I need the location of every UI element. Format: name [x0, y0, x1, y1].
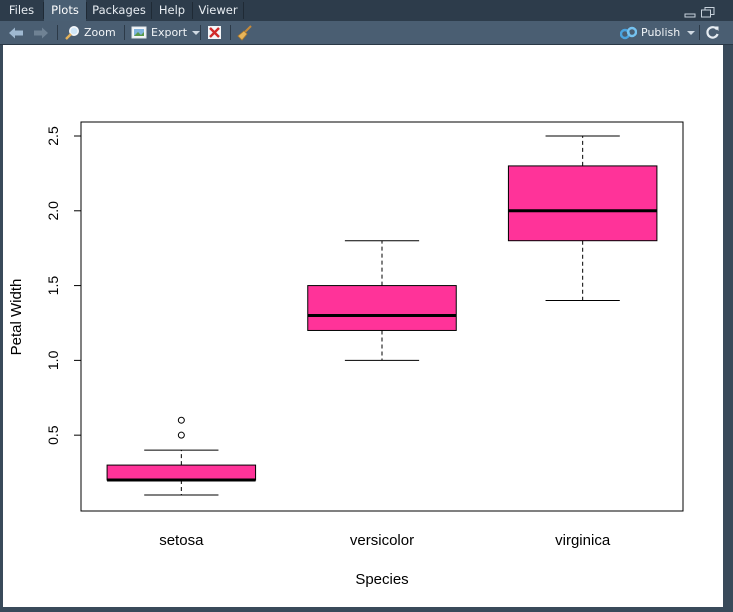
back-button[interactable] — [8, 21, 24, 44]
boxplot-chart: 0.5 1.0 1.5 2.0 2.5 setosa versicolor virginic… — [8, 121, 684, 588]
toolbar-divider — [200, 25, 201, 40]
chevron-down-icon — [192, 30, 201, 35]
tab-divider — [86, 2, 87, 19]
y-tick-label: 1.0 — [45, 350, 61, 370]
remove-plot-icon — [208, 26, 221, 39]
plot-viewer: 0.5 1.0 1.5 2.0 2.5 setosa versicolor virginic… — [3, 45, 723, 607]
box-iqr — [507, 165, 658, 242]
tab-help[interactable]: Help — [158, 3, 186, 17]
box-iqr — [106, 464, 257, 481]
x-tick-label: virginica — [555, 532, 611, 549]
box-versicolor — [307, 240, 457, 361]
y-tick-label: 1.5 — [45, 276, 61, 296]
zoom-label: Zoom — [84, 26, 116, 39]
clear-plots-button[interactable] — [237, 21, 253, 44]
maximize-icon[interactable] — [701, 5, 715, 18]
x-tick-label: setosa — [159, 532, 204, 549]
publish-button[interactable]: Publish — [620, 21, 696, 44]
tab-divider — [192, 2, 193, 19]
tab-files[interactable]: Files — [8, 3, 35, 17]
refresh-button[interactable] — [705, 21, 720, 44]
export-image-icon — [131, 26, 147, 38]
x-tick-label: versicolor — [350, 532, 414, 549]
broom-icon — [237, 24, 252, 41]
chevron-down-icon — [687, 30, 696, 35]
toolbar-divider — [57, 25, 58, 40]
x-axis: setosa versicolor virginica — [159, 532, 611, 549]
y-axis: 0.5 1.0 1.5 2.0 2.5 — [45, 126, 82, 445]
tab-divider — [243, 2, 244, 19]
refresh-icon — [706, 26, 719, 39]
toolbar-divider — [230, 25, 231, 40]
y-tick-label: 2.0 — [45, 201, 61, 221]
tab-divider — [43, 2, 44, 19]
plots-toolbar: Zoom Export Publish — [0, 21, 733, 45]
box-virginica — [507, 135, 658, 302]
box-series — [106, 135, 658, 496]
arrow-right-icon — [34, 27, 48, 38]
publish-label: Publish — [641, 26, 681, 39]
tab-packages[interactable]: Packages — [92, 3, 146, 17]
minimize-icon[interactable] — [684, 5, 696, 18]
arrow-left-icon — [9, 27, 23, 38]
outlier-point — [177, 416, 185, 424]
toolbar-divider — [124, 25, 125, 40]
export-menu-button[interactable]: Export — [131, 21, 201, 44]
toolbar-divider — [699, 25, 700, 40]
tab-plots[interactable]: Plots — [44, 0, 86, 21]
forward-button[interactable] — [33, 21, 49, 44]
box-iqr — [307, 285, 457, 331]
remove-plot-button[interactable] — [207, 21, 223, 44]
y-tick-label: 0.5 — [45, 425, 61, 445]
outlier-point — [177, 431, 185, 439]
pane-tab-bar: Files Plots Packages Help Viewer — [0, 0, 733, 21]
publish-icon — [620, 26, 637, 39]
tab-divider — [151, 2, 152, 19]
export-label: Export — [151, 26, 188, 39]
box-setosa — [106, 416, 257, 496]
tab-viewer[interactable]: Viewer — [198, 3, 238, 17]
y-axis-title: Petal Width — [8, 279, 25, 356]
x-axis-title: Species — [355, 571, 408, 588]
zoom-button[interactable]: Zoom — [64, 21, 116, 44]
magnifier-icon — [65, 25, 79, 40]
y-tick-label: 2.5 — [45, 126, 61, 146]
